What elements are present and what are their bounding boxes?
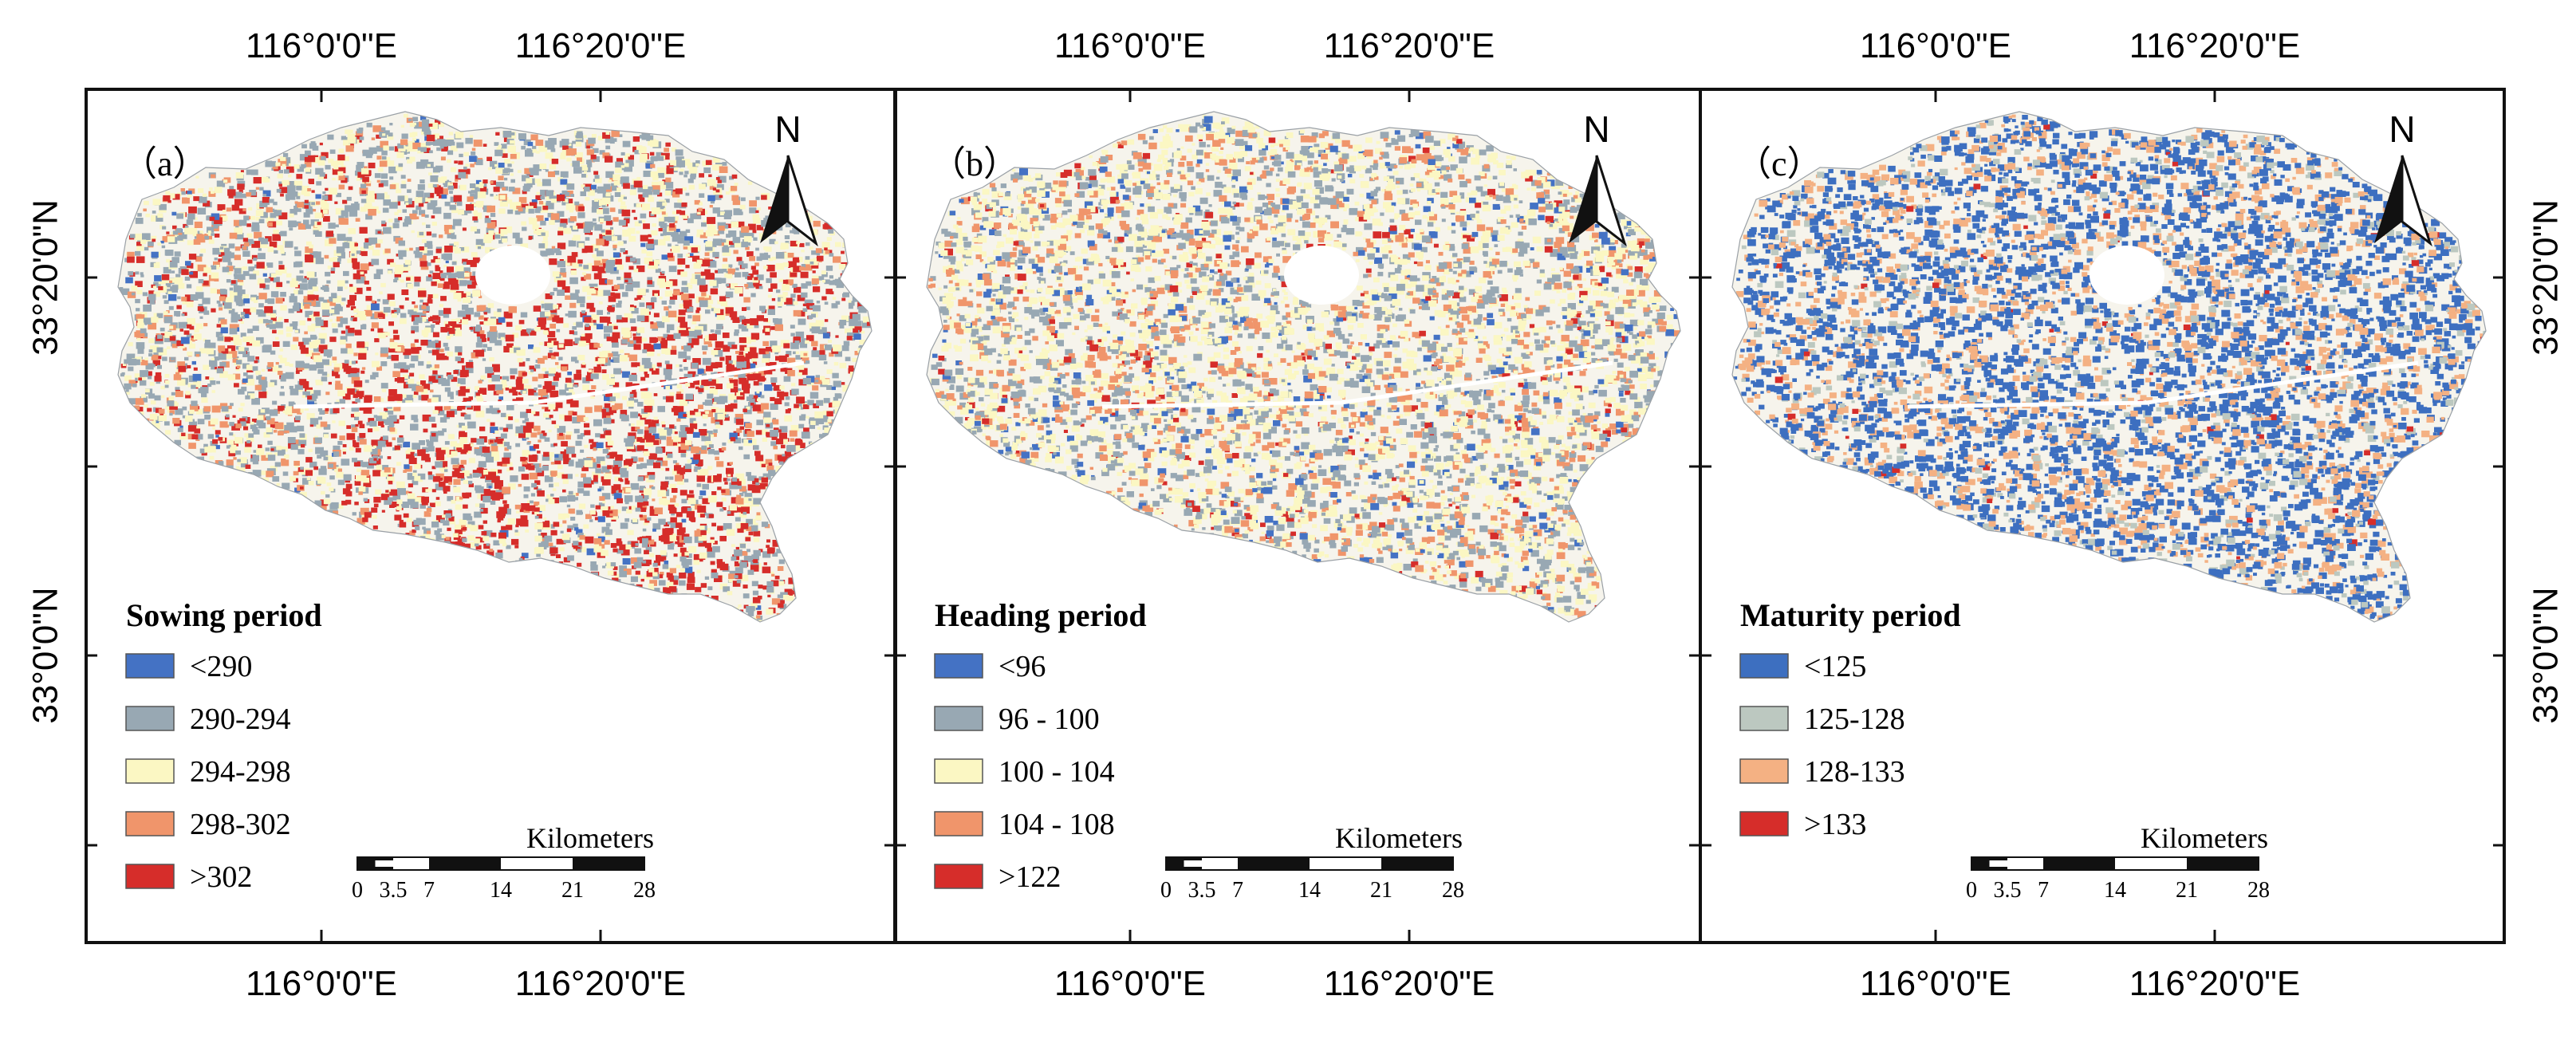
legend: Maturity period <125 125-128 128-133 >133 bbox=[1739, 597, 1961, 841]
legend-item-label: 294-298 bbox=[190, 755, 291, 789]
legend-item-label: 298-302 bbox=[190, 808, 291, 841]
scale-bar-tick: 14 bbox=[2104, 878, 2126, 903]
legend-swatch bbox=[1739, 811, 1789, 836]
legend-item-label: >133 bbox=[1804, 808, 1866, 841]
map-panel-b: 116°0'0"E 116°20'0"E 116°0'0"E 116°20'0"E （b… bbox=[893, 26, 1702, 1003]
legend-title: Sowing period bbox=[126, 597, 322, 633]
north-arrow-label: N bbox=[774, 108, 801, 150]
legend-item-label: 290-294 bbox=[190, 703, 291, 736]
scale-bar-tick: 3.5 bbox=[1188, 878, 1216, 903]
panel-label: （b） bbox=[931, 144, 1018, 183]
scale-bar-tick: 21 bbox=[561, 878, 584, 903]
lon-label-bottom-left: 116°0'0"E bbox=[1860, 964, 2011, 1003]
north-arrow-label: N bbox=[1583, 108, 1609, 150]
lon-label-top-right: 116°20'0"E bbox=[1324, 26, 1495, 65]
legend-swatch bbox=[934, 706, 983, 731]
north-arrow-label: N bbox=[2389, 108, 2415, 150]
legend-item-label: <125 bbox=[1804, 650, 1866, 683]
legend-item-label: <96 bbox=[998, 650, 1046, 683]
legend-swatch bbox=[934, 864, 983, 889]
legend-title: Maturity period bbox=[1740, 597, 1961, 633]
lat-label-left-lower: 33°0'0"N bbox=[26, 587, 65, 723]
raster-map bbox=[1732, 112, 2486, 622]
lat-label-left-upper: 33°20'0"N bbox=[26, 199, 65, 356]
scale-bar-tick: 21 bbox=[1370, 878, 1392, 903]
north-arrow-icon bbox=[2374, 155, 2402, 243]
legend-swatch bbox=[125, 706, 175, 731]
legend-swatch bbox=[125, 864, 175, 889]
scale-bar-tick: 7 bbox=[2038, 878, 2049, 903]
raster-map bbox=[927, 112, 1680, 622]
legend-swatch bbox=[934, 758, 983, 784]
lon-label-top-left: 116°0'0"E bbox=[1054, 26, 1206, 65]
legend-item-label: >122 bbox=[998, 860, 1061, 894]
legend-item-label: 125-128 bbox=[1804, 703, 1905, 736]
scale-bar: Kilometers 0 3.5 7 14 21 28 bbox=[352, 822, 656, 903]
legend-item-label: 96 - 100 bbox=[998, 703, 1100, 736]
lon-label-top-right: 116°20'0"E bbox=[515, 26, 687, 65]
legend-swatch bbox=[934, 653, 983, 679]
scale-bar-unit: Kilometers bbox=[526, 822, 654, 854]
scale-bar-unit: Kilometers bbox=[2141, 822, 2268, 854]
legend: Sowing period <290 290-294 294-298 298-302 >3… bbox=[125, 597, 322, 894]
legend-swatch bbox=[125, 653, 175, 679]
legend-swatch bbox=[1739, 706, 1789, 731]
scale-bar-tick: 7 bbox=[1232, 878, 1243, 903]
legend-item-label: 128-133 bbox=[1804, 755, 1905, 789]
legend-item-label: <290 bbox=[190, 650, 252, 683]
scale-bar-tick: 0 bbox=[1966, 878, 1977, 903]
north-arrow-icon bbox=[1569, 155, 1597, 243]
scale-bar-tick: 28 bbox=[633, 878, 656, 903]
legend-item-label: >302 bbox=[190, 860, 252, 894]
legend-item-label: 100 - 104 bbox=[998, 755, 1115, 789]
panel-label: （a） bbox=[122, 144, 208, 183]
scale-bar-tick: 28 bbox=[1442, 878, 1464, 903]
legend-swatch bbox=[125, 758, 175, 784]
map-panel-a: 116°0'0"E 116°20'0"E 116°0'0"E 116°20'0"E （a… bbox=[85, 26, 897, 1003]
scale-bar: Kilometers 0 3.5 7 14 21 28 bbox=[1966, 822, 2270, 903]
scale-bar-tick: 14 bbox=[1298, 878, 1321, 903]
legend-swatch bbox=[1739, 758, 1789, 784]
scale-bar-tick: 3.5 bbox=[380, 878, 408, 903]
scale-bar-tick: 0 bbox=[1160, 878, 1172, 903]
scale-bar-unit: Kilometers bbox=[1335, 822, 1463, 854]
lon-label-top-left: 116°0'0"E bbox=[246, 26, 397, 65]
scale-bar-tick: 14 bbox=[490, 878, 512, 903]
north-arrow-icon bbox=[760, 155, 788, 243]
lon-label-bottom-right: 116°20'0"E bbox=[515, 964, 687, 1003]
lon-label-top-left: 116°0'0"E bbox=[1860, 26, 2011, 65]
panel-label: （c） bbox=[1736, 144, 1822, 183]
legend: Heading period <96 96 - 100 100 - 104 104 - … bbox=[934, 597, 1147, 894]
scale-bar-tick: 7 bbox=[423, 878, 435, 903]
lon-label-bottom-right: 116°20'0"E bbox=[2129, 964, 2301, 1003]
raster-map bbox=[118, 112, 872, 622]
scale-bar-tick: 3.5 bbox=[1994, 878, 2022, 903]
panel-frame bbox=[1699, 88, 2506, 944]
legend-swatch bbox=[1739, 653, 1789, 679]
scale-bar: Kilometers 0 3.5 7 14 21 28 bbox=[1160, 822, 1464, 903]
legend-item-label: 104 - 108 bbox=[998, 808, 1115, 841]
legend-title: Heading period bbox=[935, 597, 1147, 633]
lon-label-top-right: 116°20'0"E bbox=[2129, 26, 2301, 65]
scale-bar-tick: 28 bbox=[2247, 878, 2270, 903]
lon-label-bottom-right: 116°20'0"E bbox=[1324, 964, 1495, 1003]
legend-swatch bbox=[934, 811, 983, 836]
lon-label-bottom-left: 116°0'0"E bbox=[1054, 964, 1206, 1003]
lon-label-bottom-left: 116°0'0"E bbox=[246, 964, 397, 1003]
lat-label-right-lower: 33°0'0"N bbox=[2527, 587, 2566, 723]
legend-swatch bbox=[125, 811, 175, 836]
scale-bar-tick: 0 bbox=[352, 878, 363, 903]
scale-bar-tick: 21 bbox=[2176, 878, 2198, 903]
lat-label-right-upper: 33°20'0"N bbox=[2527, 199, 2566, 356]
map-panel-c: 116°0'0"E 116°20'0"E 116°0'0"E 116°20'0"E （c… bbox=[1699, 26, 2506, 1003]
